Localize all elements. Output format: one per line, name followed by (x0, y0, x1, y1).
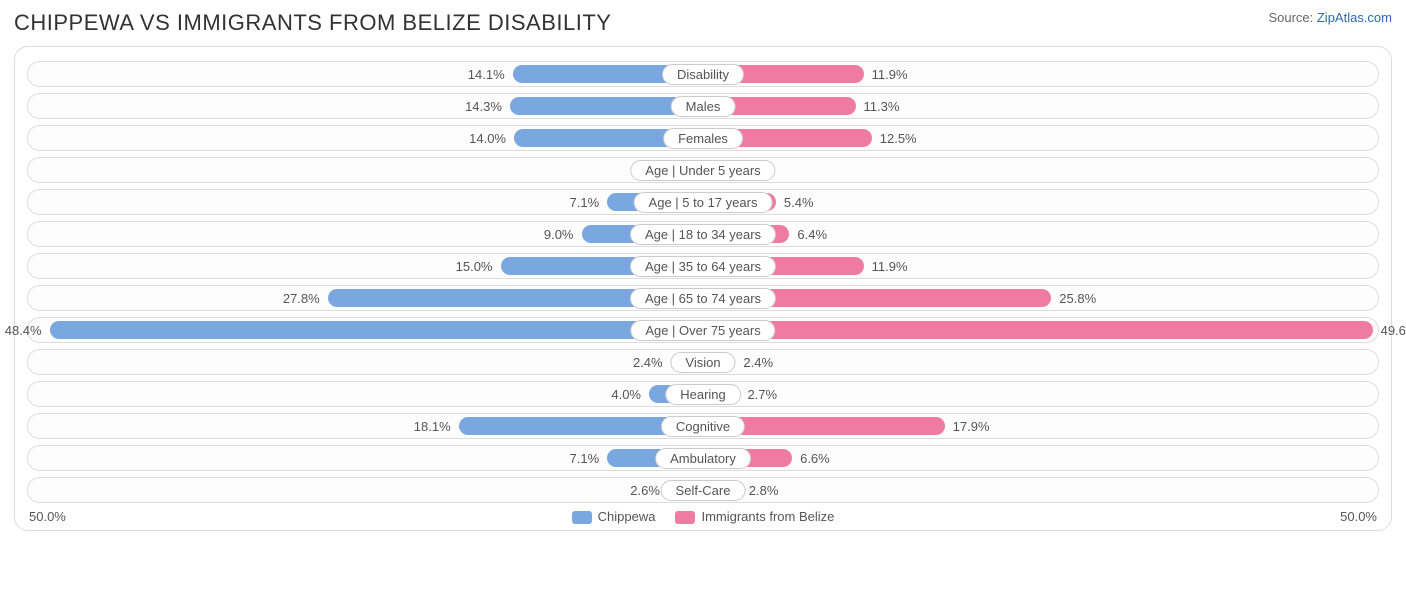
row-label: Disability (662, 64, 744, 85)
value-right: 2.7% (747, 382, 777, 408)
chart-row: 7.1% 5.4% Age | 5 to 17 years (27, 189, 1379, 215)
row-label: Age | Over 75 years (630, 320, 775, 341)
chart-row: 14.1% 11.9% Disability (27, 61, 1379, 87)
legend: Chippewa Immigrants from Belize (89, 509, 1317, 524)
source-link[interactable]: ZipAtlas.com (1317, 10, 1392, 25)
legend-item-left: Chippewa (572, 509, 656, 524)
chart-row: 15.0% 11.9% Age | 35 to 64 years (27, 253, 1379, 279)
chart-row: 2.4% 2.4% Vision (27, 349, 1379, 375)
legend-label-right: Immigrants from Belize (701, 509, 834, 524)
legend-item-right: Immigrants from Belize (675, 509, 834, 524)
value-right: 6.4% (797, 222, 827, 248)
row-label: Self-Care (661, 480, 746, 501)
chart-row: 48.4%49.6%Age | Over 75 years (27, 317, 1379, 343)
chart-row: 4.0% 2.7% Hearing (27, 381, 1379, 407)
value-left: 15.0% (456, 254, 493, 280)
row-label: Ambulatory (655, 448, 751, 469)
value-right: 12.5% (880, 126, 917, 152)
value-left: 9.0% (544, 222, 574, 248)
value-right: 6.6% (800, 446, 830, 472)
axis-left-max: 50.0% (29, 509, 89, 524)
value-left: 14.1% (468, 62, 505, 88)
value-left: 14.0% (469, 126, 506, 152)
chart-row: 1.9%1.1%Age | Under 5 years (27, 157, 1379, 183)
row-label: Age | 35 to 64 years (630, 256, 776, 277)
legend-swatch-left (572, 511, 592, 524)
chart-row: 18.1% 17.9% Cognitive (27, 413, 1379, 439)
row-label: Age | Under 5 years (630, 160, 775, 181)
bar-left (50, 321, 703, 339)
value-left: 48.4% (5, 318, 42, 344)
legend-swatch-right (675, 511, 695, 524)
chart-footer: 50.0% Chippewa Immigrants from Belize 50… (29, 509, 1377, 524)
row-label: Hearing (665, 384, 741, 405)
value-left: 2.6% (630, 478, 660, 504)
value-right: 11.9% (872, 254, 908, 280)
row-label: Age | 5 to 17 years (634, 192, 773, 213)
chart-container: 14.1% 11.9% Disability 14.3% 11.3% Males 14.0%… (14, 46, 1392, 531)
value-right: 11.9% (872, 62, 908, 88)
value-left: 7.1% (570, 190, 600, 216)
value-left: 7.1% (570, 446, 600, 472)
row-label: Age | 18 to 34 years (630, 224, 776, 245)
chart-row: 2.6% 2.8%Self-Care (27, 477, 1379, 503)
chart-row: 14.0% 12.5% Females (27, 125, 1379, 151)
value-right: 25.8% (1059, 286, 1096, 312)
value-left: 27.8% (283, 286, 320, 312)
row-label: Males (671, 96, 736, 117)
source-attribution: Source: ZipAtlas.com (1268, 10, 1392, 25)
value-right: 2.4% (743, 350, 773, 376)
value-right: 2.8% (749, 478, 779, 504)
row-label: Age | 65 to 74 years (630, 288, 776, 309)
chart-row: 7.1% 6.6% Ambulatory (27, 445, 1379, 471)
value-right: 17.9% (953, 414, 990, 440)
value-left: 4.0% (611, 382, 641, 408)
value-left: 14.3% (465, 94, 502, 120)
value-left: 2.4% (633, 350, 663, 376)
source-prefix: Source: (1268, 10, 1316, 25)
page-title: CHIPPEWA VS IMMIGRANTS FROM BELIZE DISAB… (14, 10, 611, 36)
axis-right-max: 50.0% (1317, 509, 1377, 524)
row-label: Cognitive (661, 416, 745, 437)
chart-row: 9.0% 6.4% Age | 18 to 34 years (27, 221, 1379, 247)
chart-row: 27.8% 25.8% Age | 65 to 74 years (27, 285, 1379, 311)
chart-row: 14.3% 11.3% Males (27, 93, 1379, 119)
row-label: Vision (670, 352, 735, 373)
legend-label-left: Chippewa (598, 509, 656, 524)
value-right: 5.4% (784, 190, 814, 216)
value-right: 49.6% (1381, 318, 1406, 344)
value-right: 11.3% (864, 94, 900, 120)
bar-right (703, 321, 1373, 339)
value-left: 18.1% (414, 414, 451, 440)
row-label: Females (663, 128, 743, 149)
